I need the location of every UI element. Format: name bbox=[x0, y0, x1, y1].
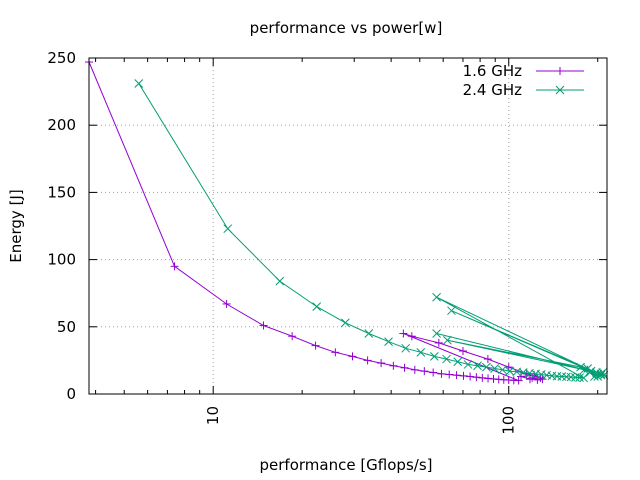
plus-marker bbox=[514, 376, 523, 385]
cross-marker bbox=[443, 335, 452, 345]
y-tick-label: 250 bbox=[47, 49, 76, 67]
series-line bbox=[138, 83, 605, 379]
cross-marker bbox=[442, 354, 451, 364]
plus-marker bbox=[472, 373, 481, 382]
plus-marker bbox=[445, 370, 454, 379]
cross-marker bbox=[401, 343, 411, 353]
series-1 bbox=[85, 58, 547, 385]
legend-label: 1.6 GHz bbox=[463, 62, 523, 80]
series-layer bbox=[85, 58, 609, 385]
cross-marker bbox=[275, 276, 285, 286]
cross-marker bbox=[134, 79, 144, 88]
plus-marker bbox=[407, 332, 416, 341]
series-2 bbox=[134, 79, 609, 383]
series-line bbox=[88, 61, 545, 382]
plus-marker bbox=[259, 321, 268, 330]
plus-marker bbox=[170, 262, 179, 271]
x-axis-label: performance [Gflops/s] bbox=[260, 456, 433, 474]
grid bbox=[89, 58, 607, 394]
plus-marker bbox=[429, 368, 438, 377]
y-tick-label: 100 bbox=[47, 251, 76, 269]
plus-marker bbox=[452, 371, 461, 380]
plus-marker bbox=[434, 338, 443, 347]
ticks: 0 50 100 150 200 250 10 100 bbox=[47, 49, 607, 435]
cross-marker bbox=[364, 329, 374, 338]
cross-marker bbox=[576, 362, 585, 372]
plus-marker bbox=[484, 374, 493, 383]
cross-marker bbox=[575, 373, 584, 382]
cross-marker bbox=[223, 224, 233, 234]
plus-marker bbox=[400, 363, 409, 372]
cross-marker bbox=[555, 85, 565, 95]
cross-marker bbox=[463, 360, 473, 369]
cross-marker bbox=[432, 292, 441, 302]
plus-marker bbox=[556, 67, 564, 75]
plus-marker bbox=[399, 329, 408, 338]
chart-title: performance vs power[w] bbox=[250, 19, 443, 37]
plus-marker bbox=[410, 365, 419, 374]
plus-marker bbox=[516, 372, 525, 381]
plus-marker bbox=[437, 369, 446, 378]
plus-marker bbox=[533, 375, 542, 384]
cross-marker bbox=[341, 318, 350, 328]
cross-marker bbox=[482, 362, 491, 372]
plus-marker bbox=[311, 341, 320, 350]
legend-label: 2.4 GHz bbox=[463, 81, 523, 99]
cross-marker bbox=[585, 368, 595, 377]
x-tick-label: 10 bbox=[204, 406, 222, 425]
plus-marker bbox=[459, 371, 468, 380]
plus-marker bbox=[458, 346, 467, 355]
cross-marker bbox=[429, 352, 439, 361]
plus-marker bbox=[538, 375, 547, 384]
cross-marker bbox=[432, 329, 441, 338]
y-tick-label: 150 bbox=[47, 183, 76, 201]
plus-marker bbox=[348, 352, 357, 361]
plus-marker bbox=[420, 367, 429, 376]
plus-marker bbox=[466, 372, 475, 381]
cross-marker bbox=[593, 372, 603, 381]
plus-marker bbox=[478, 373, 487, 382]
plus-marker bbox=[222, 299, 231, 308]
y-axis-label: Energy [J] bbox=[7, 189, 25, 262]
x-tick-label: 100 bbox=[500, 406, 518, 435]
y-tick-label: 0 bbox=[66, 385, 76, 403]
cross-marker bbox=[453, 357, 463, 367]
cross-marker bbox=[384, 337, 393, 346]
cross-marker bbox=[598, 368, 608, 377]
plus-marker bbox=[363, 356, 372, 365]
y-tick-label: 50 bbox=[57, 318, 76, 336]
cross-marker bbox=[579, 365, 589, 375]
plot-frame bbox=[88, 57, 608, 395]
cross-marker bbox=[566, 372, 576, 382]
y-tick-label: 200 bbox=[47, 116, 76, 134]
plus-marker bbox=[288, 332, 297, 341]
cross-marker bbox=[490, 364, 500, 373]
plus-marker bbox=[331, 348, 340, 357]
plus-marker bbox=[389, 361, 398, 370]
plus-marker bbox=[525, 375, 534, 384]
cross-marker bbox=[312, 302, 322, 311]
plus-marker bbox=[483, 355, 492, 364]
cross-marker bbox=[570, 372, 580, 382]
plus-marker bbox=[377, 359, 386, 368]
cross-marker bbox=[473, 361, 482, 371]
cross-marker bbox=[447, 306, 456, 316]
cross-marker bbox=[416, 347, 426, 357]
cross-marker bbox=[498, 365, 507, 375]
cross-marker bbox=[579, 373, 588, 383]
cross-marker bbox=[505, 366, 515, 376]
